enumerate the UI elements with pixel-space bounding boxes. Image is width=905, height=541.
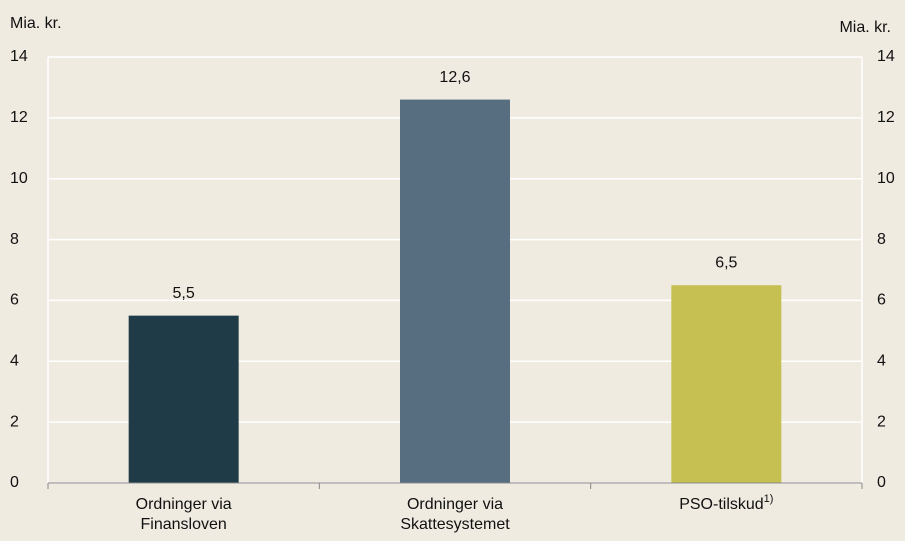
x-tick-label-line: Ordninger via [407, 496, 503, 513]
data-label: 6,5 [715, 254, 737, 271]
y-tick-label: 2 [10, 413, 19, 430]
y2-tick-label: 8 [877, 231, 886, 248]
x-tick-label: Ordninger via Finansloven [136, 496, 232, 533]
bar [128, 315, 239, 483]
x-tick-label: PSO-tilskud1) [679, 493, 773, 513]
y-tick-label: 6 [10, 292, 19, 309]
bar [400, 99, 510, 483]
x-tick-label: Ordninger via Skattesystemet [400, 496, 510, 533]
x-tick-label-line: PSO-tilskud [679, 496, 763, 513]
y2-tick-label: 2 [877, 413, 886, 430]
y-tick-label: 14 [10, 48, 28, 65]
data-label: 5,5 [173, 285, 195, 302]
y-tick-label: 8 [10, 231, 19, 248]
y2-tick-label: 4 [877, 353, 886, 370]
y2-tick-label: 14 [877, 48, 895, 65]
footnote-mark: 1) [764, 493, 774, 505]
x-tick-label-line: Skattesystemet [400, 516, 510, 533]
bar [671, 285, 782, 483]
y2-tick-label: 12 [877, 109, 895, 126]
y2-tick-label: 0 [877, 474, 886, 491]
y-tick-label: 0 [10, 474, 19, 491]
y2-tick-label: 6 [877, 292, 886, 309]
y2-axis-label: Mia. kr. [839, 19, 891, 36]
data-label: 12,6 [439, 69, 470, 86]
y-tick-label: 10 [10, 170, 28, 187]
y-tick-label: 12 [10, 109, 28, 126]
y2-tick-label: 10 [877, 170, 895, 187]
y-tick-label: 4 [10, 353, 19, 370]
y-axis-label: Mia. kr. [10, 15, 62, 32]
x-tick-label-line: Ordninger via [136, 496, 232, 513]
x-tick-label-line: Finansloven [141, 516, 227, 533]
